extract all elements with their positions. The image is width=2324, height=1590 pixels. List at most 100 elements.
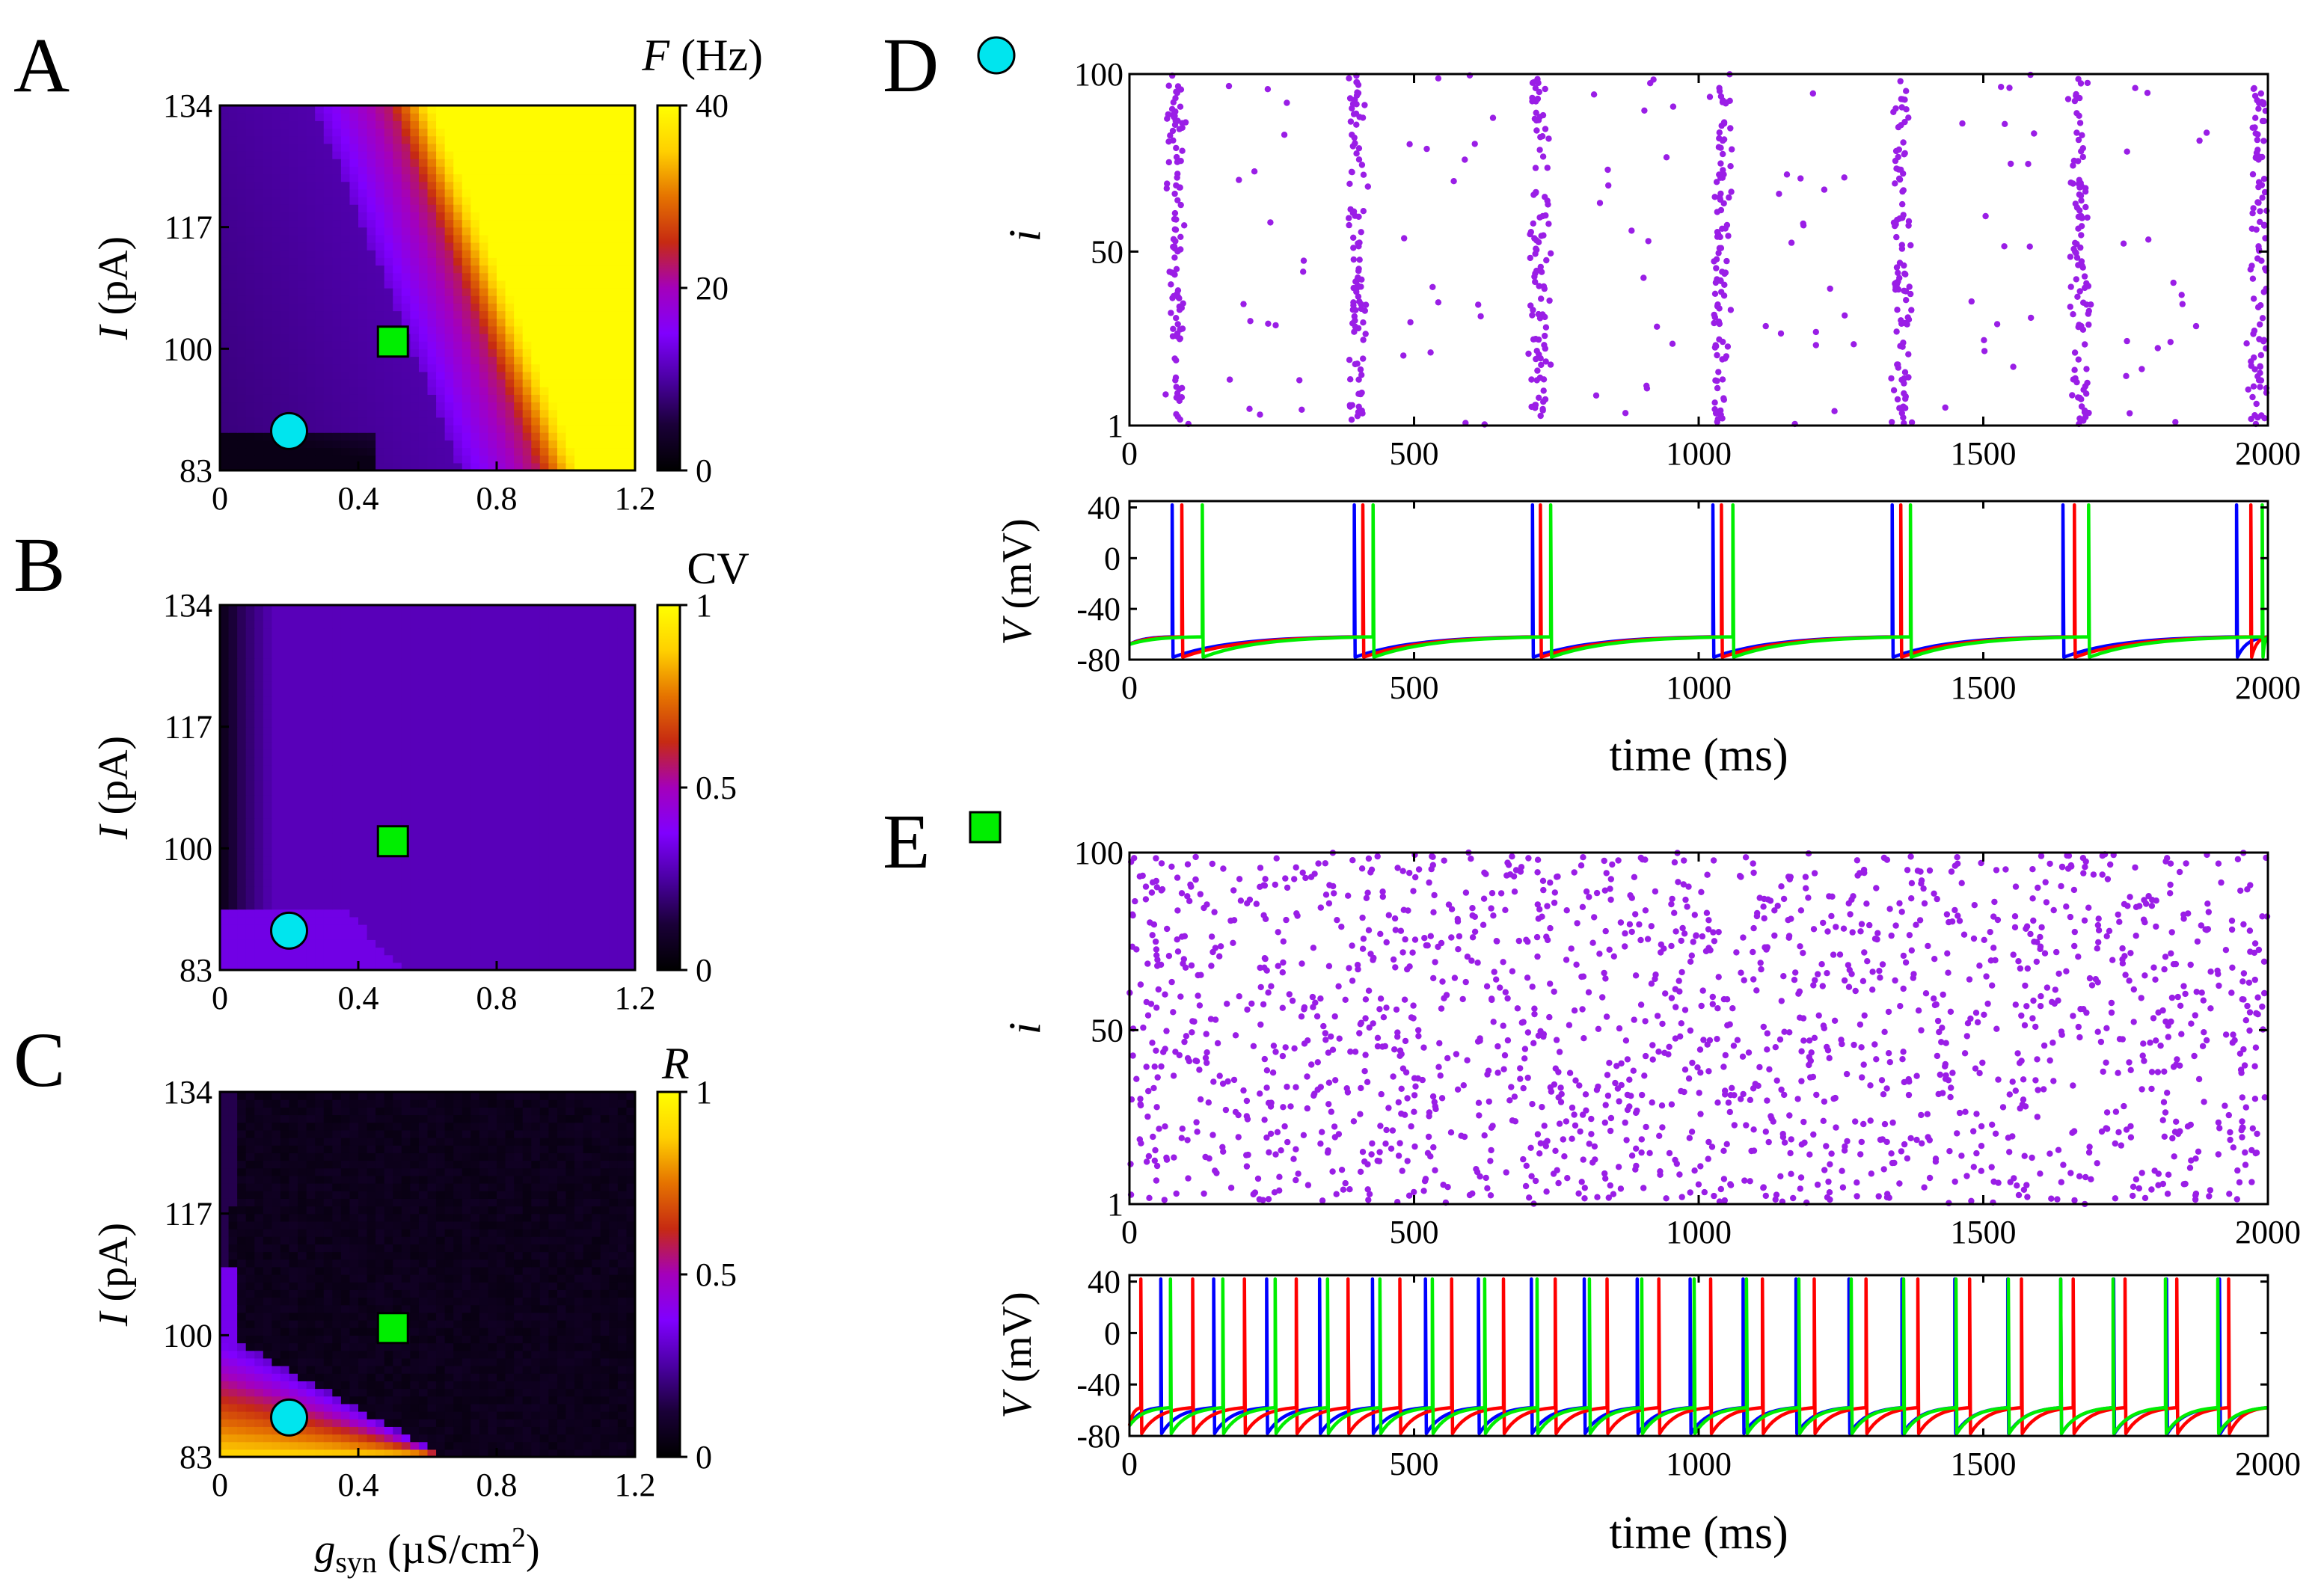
heatmap-cell: [220, 371, 230, 380]
heatmap-cell: [436, 658, 446, 666]
heatmap-cell: [600, 1426, 610, 1435]
heatmap-cell: [497, 894, 506, 903]
heatmap-cell: [453, 841, 463, 849]
heatmap-cell: [505, 901, 515, 910]
heatmap-cell: [289, 181, 298, 190]
heatmap-cell: [237, 356, 247, 365]
heatmap-cell: [418, 962, 429, 971]
heatmap-cell: [245, 795, 255, 803]
heatmap-cell: [488, 742, 497, 750]
heatmap-cell: [237, 947, 247, 956]
heatmap-cell: [418, 425, 429, 433]
heatmap-cell: [592, 848, 601, 857]
heatmap-cell: [514, 932, 524, 940]
heatmap-cell: [444, 455, 454, 464]
heatmap-cell: [280, 810, 290, 819]
heatmap-cell: [323, 817, 333, 826]
heatmap-cell: [539, 409, 549, 418]
heatmap-cell: [453, 719, 463, 728]
heatmap-cell: [470, 325, 480, 334]
heatmap-cell: [444, 696, 454, 705]
heatmap-cell: [574, 120, 584, 129]
heatmap-cell: [592, 1449, 601, 1458]
heatmap-cell: [393, 962, 402, 971]
heatmap-cell: [488, 613, 497, 621]
heatmap-cell: [531, 166, 541, 175]
heatmap-cell: [488, 620, 497, 629]
heatmap-cell: [592, 379, 601, 387]
heatmap-cell: [488, 288, 497, 296]
heatmap-cell: [453, 871, 463, 880]
heatmap-cell: [557, 871, 567, 880]
heatmap-cell: [617, 143, 628, 152]
heatmap-cell: [410, 166, 420, 175]
heatmap-cell: [583, 181, 592, 190]
heatmap-cell: [289, 795, 298, 803]
heatmap-cell: [444, 719, 454, 728]
heatmap-cell: [228, 341, 238, 349]
heatmap-cell: [298, 447, 307, 456]
heatmap-cell: [531, 788, 541, 796]
heatmap-cell: [254, 128, 264, 137]
heatmap-cell: [600, 197, 610, 205]
heatmap-cell: [531, 666, 541, 675]
heatmap-cell: [375, 856, 385, 865]
heatmap-cell: [298, 833, 307, 841]
heatmap-cell: [626, 1441, 636, 1450]
heatmap-cell: [505, 916, 515, 925]
heatmap-cell: [557, 334, 567, 342]
heatmap-cell: [263, 387, 272, 395]
heatmap-cell: [367, 181, 376, 190]
heatmap-cell: [315, 1411, 325, 1419]
heatmap-cell: [505, 295, 515, 304]
heatmap-cell: [272, 817, 281, 826]
heatmap-cell: [237, 901, 247, 910]
heatmap-cell: [349, 825, 359, 834]
heatmap-cell: [306, 120, 316, 129]
heatmap-cell: [245, 681, 255, 690]
heatmap-cell: [393, 1449, 402, 1458]
heatmap-cell: [358, 711, 368, 720]
heatmap-cell: [436, 848, 446, 857]
heatmap-cell: [557, 947, 567, 956]
heatmap-cell: [531, 409, 541, 418]
heatmap-cell: [332, 265, 342, 274]
heatmap-cell: [349, 387, 359, 395]
heatmap-cell: [539, 1434, 549, 1443]
heatmap-cell: [228, 863, 238, 872]
heatmap-cell: [306, 681, 316, 690]
heatmap-cell: [298, 295, 307, 304]
heatmap-cell: [358, 932, 368, 940]
heatmap-cell: [444, 605, 454, 613]
heatmap-cell: [565, 105, 575, 114]
heatmap-cell: [410, 833, 420, 841]
heatmap-cell: [522, 219, 532, 228]
heatmap-cell: [272, 288, 281, 296]
heatmap-cell: [298, 341, 307, 349]
heatmap-cell: [488, 666, 497, 675]
heatmap-cell: [384, 181, 393, 190]
heatmap-cell: [349, 349, 359, 357]
heatmap-cell: [289, 947, 298, 956]
heatmap-cell: [565, 795, 575, 803]
heatmap-cell: [453, 856, 463, 865]
heatmap-cell: [349, 886, 359, 894]
heatmap-cell: [574, 749, 584, 758]
heatmap-cell: [436, 128, 446, 137]
heatmap-cell: [557, 749, 567, 758]
heatmap-cell: [367, 932, 376, 940]
heatmap-cell: [488, 371, 497, 380]
heatmap-cell: [272, 310, 281, 319]
heatmap-cell: [592, 879, 601, 887]
heatmap-cell: [427, 265, 437, 274]
heatmap-cell: [505, 863, 515, 872]
heatmap-cell: [548, 234, 558, 243]
heatmap-cell: [574, 371, 584, 380]
heatmap-cell: [557, 879, 567, 887]
heatmap-cell: [462, 425, 471, 433]
heatmap-cell: [340, 939, 351, 948]
heatmap-cell: [272, 356, 281, 365]
heatmap-cell: [393, 749, 402, 758]
heatmap-cell: [609, 871, 619, 880]
heatmap-cell: [220, 272, 230, 281]
